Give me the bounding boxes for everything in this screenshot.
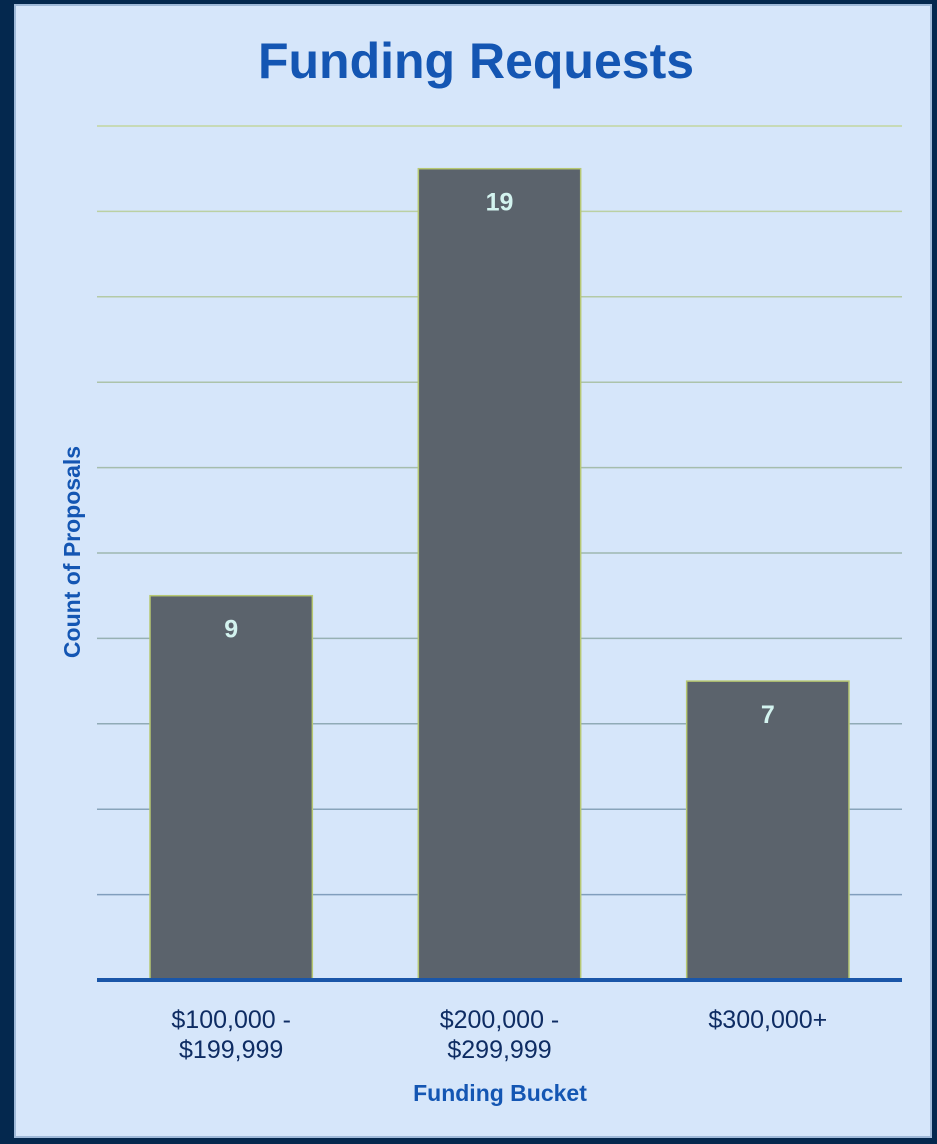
x-tick-labels: $100,000 -$199,999 $200,000 -$299,999 $300… (171, 1006, 827, 1064)
x-axis-title: Funding Bucket (413, 1080, 587, 1106)
x-tick-label: $200,000 -$299,999 (440, 1006, 560, 1064)
bar-value-label: 19 (486, 189, 514, 217)
bar (417, 167, 582, 981)
data-labels: 9 19 7 (224, 189, 775, 729)
x-tick-label: $300,000+ (708, 1006, 827, 1034)
bar (149, 594, 314, 981)
bar-value-label: 9 (224, 616, 238, 644)
y-axis-title: Count of Proposals (59, 446, 85, 658)
bar-value-label: 7 (761, 701, 775, 729)
bars (149, 167, 850, 981)
bar (685, 680, 850, 981)
x-tick-label: $100,000 -$199,999 (171, 1006, 291, 1064)
chart-title: Funding Requests (258, 33, 694, 89)
